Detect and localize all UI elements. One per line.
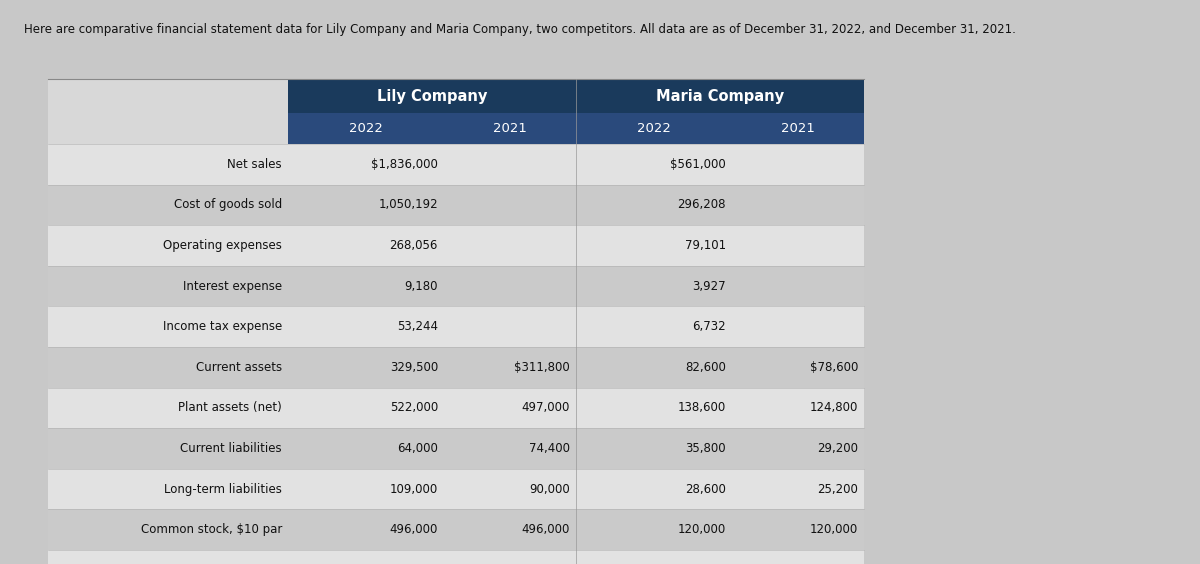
Text: 2021: 2021: [781, 122, 815, 135]
Text: $1,836,000: $1,836,000: [371, 158, 438, 171]
Text: Current liabilities: Current liabilities: [180, 442, 282, 455]
Text: 2022: 2022: [349, 122, 383, 135]
Text: Lily Company: Lily Company: [377, 89, 487, 104]
Text: 6,732: 6,732: [692, 320, 726, 333]
Text: Plant assets (net): Plant assets (net): [179, 402, 282, 415]
Text: 74,400: 74,400: [529, 442, 570, 455]
Text: $78,600: $78,600: [810, 361, 858, 374]
Text: 53,244: 53,244: [397, 320, 438, 333]
Text: 496,000: 496,000: [522, 523, 570, 536]
Text: Cost of goods sold: Cost of goods sold: [174, 199, 282, 212]
Text: 268,056: 268,056: [390, 239, 438, 252]
Text: 2021: 2021: [493, 122, 527, 135]
Text: Current assets: Current assets: [196, 361, 282, 374]
Text: 120,000: 120,000: [678, 523, 726, 536]
Text: Here are comparative financial statement data for Lily Company and Maria Company: Here are comparative financial statement…: [24, 23, 1016, 36]
Text: 35,800: 35,800: [685, 442, 726, 455]
Text: 28,600: 28,600: [685, 483, 726, 496]
Text: Net sales: Net sales: [227, 158, 282, 171]
Text: 3,927: 3,927: [692, 280, 726, 293]
Text: $561,000: $561,000: [671, 158, 726, 171]
Text: 329,500: 329,500: [390, 361, 438, 374]
Text: 79,101: 79,101: [685, 239, 726, 252]
Text: 9,180: 9,180: [404, 280, 438, 293]
Text: 296,208: 296,208: [678, 199, 726, 212]
Text: 90,000: 90,000: [529, 483, 570, 496]
Text: 497,000: 497,000: [522, 402, 570, 415]
Text: 522,000: 522,000: [390, 402, 438, 415]
Text: $311,800: $311,800: [515, 361, 570, 374]
Text: 2022: 2022: [637, 122, 671, 135]
Text: 82,600: 82,600: [685, 361, 726, 374]
Text: Interest expense: Interest expense: [182, 280, 282, 293]
Text: 25,200: 25,200: [817, 483, 858, 496]
Text: 29,200: 29,200: [817, 442, 858, 455]
Text: 64,000: 64,000: [397, 442, 438, 455]
Text: Long-term liabilities: Long-term liabilities: [164, 483, 282, 496]
Text: 496,000: 496,000: [390, 523, 438, 536]
Text: 109,000: 109,000: [390, 483, 438, 496]
Text: 138,600: 138,600: [678, 402, 726, 415]
Text: Maria Company: Maria Company: [656, 89, 784, 104]
Text: Income tax expense: Income tax expense: [163, 320, 282, 333]
Text: Operating expenses: Operating expenses: [163, 239, 282, 252]
Text: 120,000: 120,000: [810, 523, 858, 536]
Text: 124,800: 124,800: [810, 402, 858, 415]
Text: 1,050,192: 1,050,192: [378, 199, 438, 212]
Text: Common stock, $10 par: Common stock, $10 par: [140, 523, 282, 536]
